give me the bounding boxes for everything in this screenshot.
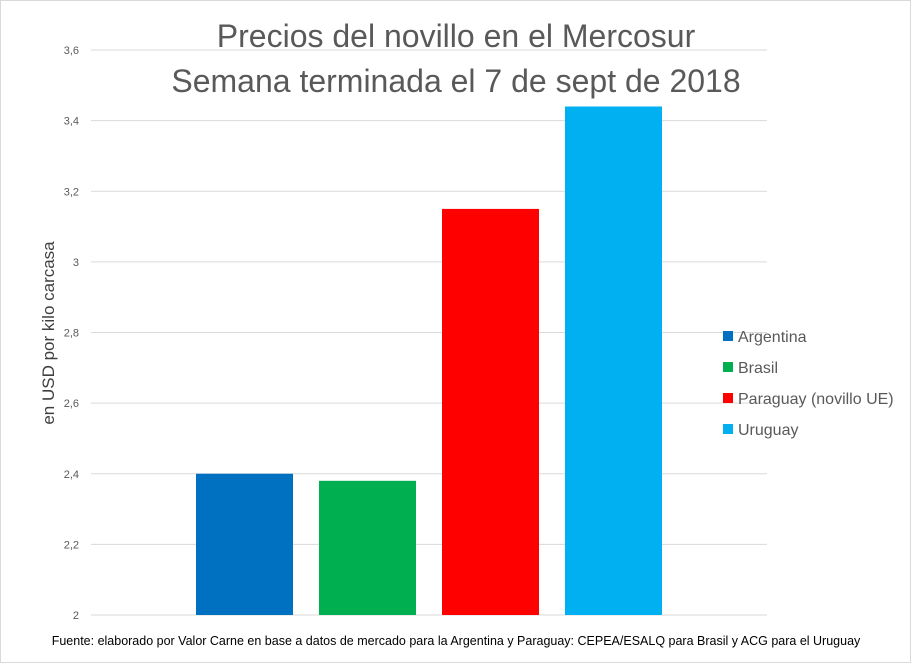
legend-label: Brasil [738, 360, 778, 377]
bars [196, 106, 662, 615]
y-tick-label: 3,4 [64, 116, 79, 128]
chart-title-line-2: Semana terminada el 7 de sept de 2018 [171, 63, 740, 99]
y-tick-label: 3,2 [64, 186, 79, 198]
bar-argentina [196, 473, 293, 615]
bar-brasil [319, 480, 416, 615]
y-tick-label: 3 [73, 257, 79, 269]
y-axis-ticks: 2 2,2 2,4 2,6 2,8 3 3,2 3,4 3,6 [64, 45, 79, 622]
y-tick-label: 2,6 [64, 398, 79, 410]
gridlines [91, 49, 767, 616]
y-tick-label: 3,6 [64, 45, 79, 57]
legend-swatch [723, 393, 733, 403]
source-note: Fuente: elaborado por Valor Carne en bas… [52, 634, 861, 648]
legend-swatch [723, 362, 733, 372]
y-axis-label: en USD por kilo carcasa [39, 241, 58, 425]
legend-swatch [723, 424, 733, 434]
y-tick-label: 2 [73, 610, 79, 622]
y-tick-label: 2,8 [64, 328, 79, 340]
bar-uruguay [565, 106, 662, 615]
chart-title-line-1: Precios del novillo en el Mercosur [217, 18, 696, 54]
legend: Argentina Brasil Paraguay (novillo UE) Urug… [723, 329, 894, 439]
legend-label: Paraguay (novillo UE) [738, 391, 894, 408]
y-tick-label: 2,2 [64, 539, 79, 551]
legend-label: Uruguay [738, 422, 798, 439]
legend-swatch [723, 331, 733, 341]
y-tick-label: 2,4 [64, 469, 79, 481]
bar-paraguay [442, 208, 539, 615]
legend-label: Argentina [738, 329, 807, 346]
